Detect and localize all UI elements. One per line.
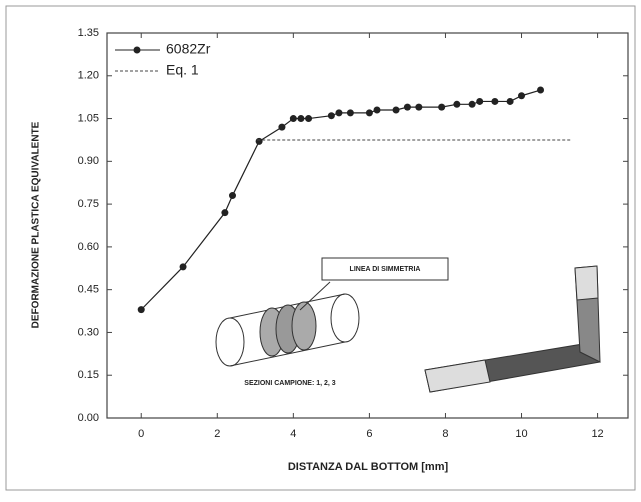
marker (297, 115, 305, 123)
y-tick-label: 1.20 (78, 70, 99, 82)
y-tick-label: 1.35 (78, 27, 99, 39)
marker (335, 109, 343, 117)
marker (506, 97, 514, 105)
marker (327, 112, 335, 120)
y-tick-label: 1.05 (78, 112, 99, 124)
y-tick-label: 0.15 (78, 369, 99, 381)
x-tick-label: 0 (138, 428, 144, 440)
legend-label: 6082Zr (166, 41, 211, 57)
legend-label: Eq. 1 (166, 62, 199, 78)
marker (221, 209, 229, 217)
x-tick-label: 8 (442, 428, 448, 440)
x-tick-label: 6 (366, 428, 372, 440)
marker (403, 103, 411, 111)
marker (179, 263, 187, 271)
marker (346, 109, 354, 117)
y-tick-label: 0.60 (78, 241, 99, 253)
annotation: SEZIONI CAMPIONE: 1, 2, 3 (244, 380, 336, 387)
y-tick-label: 0.45 (78, 284, 99, 296)
marker (491, 97, 499, 105)
marker (137, 306, 145, 314)
marker (373, 106, 381, 114)
marker (438, 103, 446, 111)
marker (289, 115, 297, 123)
marker (392, 106, 400, 114)
annotation: LINEA DI SIMMETRIA (350, 266, 421, 273)
marker (415, 103, 423, 111)
legend-marker (133, 46, 141, 54)
marker (453, 100, 461, 108)
x-tick-label: 10 (515, 428, 527, 440)
cylinder-inset (215, 257, 449, 367)
marker (255, 137, 263, 145)
bar-inset (424, 265, 601, 393)
y-tick-label: 0.75 (78, 198, 99, 210)
marker (278, 123, 286, 131)
x-tick-label: 4 (290, 428, 296, 440)
marker (476, 97, 484, 105)
y-tick-label: 0.00 (78, 412, 99, 424)
y-axis-label: DEFORMAZIONE PLASTICA EQUIVALENTE (31, 121, 42, 328)
outer-frame (5, 5, 636, 491)
plot-frame (106, 32, 629, 419)
marker (228, 192, 236, 200)
x-axis-label: DISTANZA DAL BOTTOM [mm] (288, 461, 449, 473)
marker (537, 86, 545, 94)
y-tick-label: 0.30 (78, 326, 99, 338)
x-tick-label: 12 (591, 428, 603, 440)
marker (518, 92, 526, 100)
x-tick-label: 2 (214, 428, 220, 440)
y-tick-label: 0.90 (78, 155, 99, 167)
marker (468, 100, 476, 108)
marker (365, 109, 373, 117)
marker (305, 115, 313, 123)
